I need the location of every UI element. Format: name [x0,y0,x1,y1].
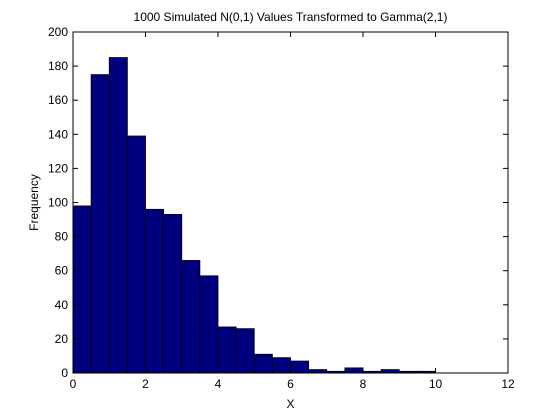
plot-frame [72,31,509,374]
y-tick-label: 180 [48,59,68,73]
y-tick-label: 120 [48,161,68,175]
histogram-bar [72,205,92,374]
y-tick-label: 160 [48,93,68,107]
histogram-bar [181,260,201,374]
x-tick-label: 12 [501,377,515,391]
x-tick-label: 10 [429,377,443,391]
x-tick-label: 2 [142,377,149,391]
histogram-bar [253,353,273,374]
y-tick-label: 200 [48,25,68,39]
y-tick-label: 100 [48,196,68,210]
y-tick-label: 20 [55,332,69,346]
y-tick-label: 140 [48,127,68,141]
histogram-bar [308,369,328,374]
y-tick-label: 60 [55,264,69,278]
histogram-bar [217,326,237,374]
y-axis-label: Frequency [27,174,41,231]
histogram-bar [199,275,219,374]
y-tick-label: 80 [55,230,69,244]
histogram-bar [108,57,128,374]
x-tick-label: 4 [215,377,222,391]
histogram-bar [163,214,183,374]
x-axis-label: X [286,397,294,411]
histogram-bar [145,208,165,374]
x-tick-label: 0 [70,377,77,391]
histogram-bar [90,74,110,374]
x-tick-label: 8 [360,377,367,391]
y-tick-label: 0 [61,366,68,380]
bars-group [72,57,436,374]
histogram-bar [344,367,364,374]
histogram-bar [235,328,255,374]
histogram-bar [126,135,146,374]
histogram-bar [380,369,400,374]
x-tick-label: 6 [287,377,294,391]
chart-title: 1000 Simulated N(0,1) Values Transformed… [134,10,448,24]
histogram-bar [290,360,310,374]
y-tick-label: 40 [55,298,69,312]
histogram-bar [271,357,291,374]
